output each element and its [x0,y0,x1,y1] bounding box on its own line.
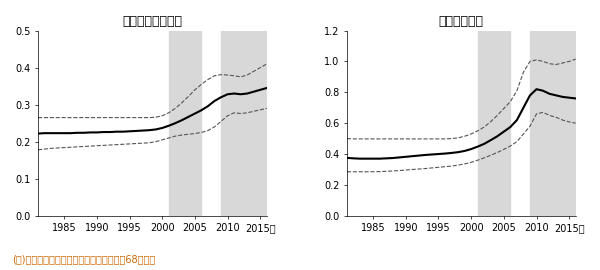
Text: (注)実線は事後中央値、点線は信頼区間（68％）。: (注)実線は事後中央値、点線は信頼区間（68％）。 [12,255,155,265]
Bar [169,31,202,216]
Title: インフレショック: インフレショック [122,15,182,28]
Title: 需給ショック: 需給ショック [439,15,484,28]
Bar [221,31,267,216]
Bar [478,31,511,216]
Bar [530,31,576,216]
